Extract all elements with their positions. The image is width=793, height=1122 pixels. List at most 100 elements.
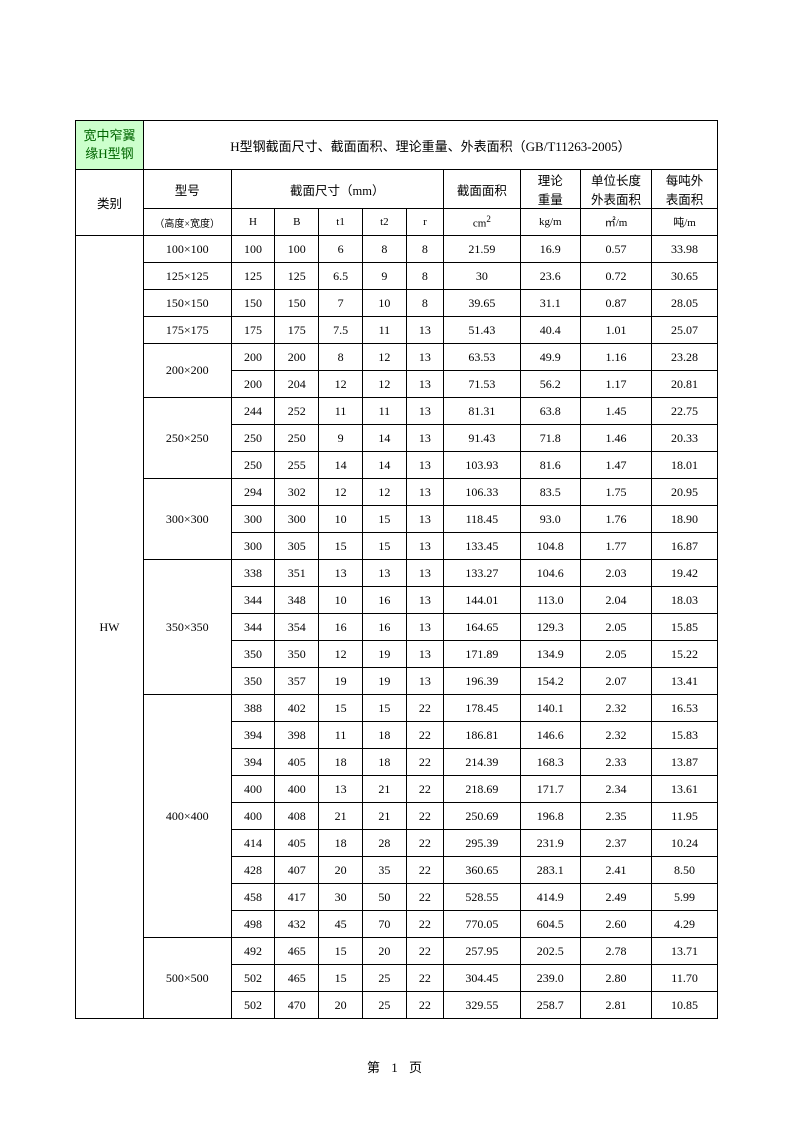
data-cell: 13.61 (652, 776, 718, 803)
data-cell: 11 (319, 722, 363, 749)
data-cell: 398 (275, 722, 319, 749)
data-cell: 19.42 (652, 560, 718, 587)
hdr-kgm: kg/m (520, 209, 580, 236)
data-cell: 30 (319, 884, 363, 911)
data-cell: 22.75 (652, 398, 718, 425)
data-cell: 4.29 (652, 911, 718, 938)
hdr-m2m: ㎡/m (580, 209, 651, 236)
data-cell: 250 (231, 425, 275, 452)
data-cell: 528.55 (444, 884, 521, 911)
data-cell: 63.8 (520, 398, 580, 425)
data-cell: 388 (231, 695, 275, 722)
data-cell: 140.1 (520, 695, 580, 722)
data-cell: 414.9 (520, 884, 580, 911)
data-cell: 15.85 (652, 614, 718, 641)
data-cell: 351 (275, 560, 319, 587)
data-cell: 257.95 (444, 938, 521, 965)
data-cell: 21 (362, 803, 406, 830)
data-cell: 13.41 (652, 668, 718, 695)
data-cell: 350 (231, 668, 275, 695)
data-cell: 350 (231, 641, 275, 668)
data-cell: 104.8 (520, 533, 580, 560)
hdr-r: r (406, 209, 443, 236)
data-cell: 13 (406, 452, 443, 479)
data-cell: 0.87 (580, 290, 651, 317)
data-cell: 13 (406, 641, 443, 668)
data-cell: 20 (319, 857, 363, 884)
data-cell: 125 (275, 263, 319, 290)
hdr-cm2: cm2 (444, 209, 521, 236)
data-cell: 19 (362, 641, 406, 668)
data-cell: 13 (406, 371, 443, 398)
data-cell: 22 (406, 695, 443, 722)
data-cell: 14 (319, 452, 363, 479)
data-cell: 20.81 (652, 371, 718, 398)
hdr-B: B (275, 209, 319, 236)
data-cell: 13 (406, 479, 443, 506)
data-cell: 13 (406, 425, 443, 452)
data-cell: 7.5 (319, 317, 363, 344)
data-cell: 25 (362, 992, 406, 1019)
data-cell: 106.33 (444, 479, 521, 506)
data-cell: 2.04 (580, 587, 651, 614)
data-cell: 11 (362, 398, 406, 425)
hdr-H: H (231, 209, 275, 236)
data-cell: 10.85 (652, 992, 718, 1019)
data-cell: 13 (406, 506, 443, 533)
data-cell: 15 (362, 695, 406, 722)
data-cell: 8.50 (652, 857, 718, 884)
data-cell: 13 (406, 344, 443, 371)
steel-spec-table: 宽中窄翼缘H型钢H型钢截面尺寸、截面面积、理论重量、外表面积（GB/T11263… (75, 120, 718, 1019)
data-cell: 18 (362, 722, 406, 749)
data-cell: 502 (231, 992, 275, 1019)
data-cell: 250.69 (444, 803, 521, 830)
data-cell: 407 (275, 857, 319, 884)
data-cell: 13 (319, 776, 363, 803)
data-cell: 11.95 (652, 803, 718, 830)
page-footer: 第 1 页 (75, 1057, 718, 1076)
data-cell: 19 (362, 668, 406, 695)
data-cell: 18.03 (652, 587, 718, 614)
data-cell: 6 (319, 236, 363, 263)
data-cell: 350 (275, 641, 319, 668)
data-cell: 13.87 (652, 749, 718, 776)
data-cell: 133.27 (444, 560, 521, 587)
data-cell: 394 (231, 749, 275, 776)
data-cell: 10.24 (652, 830, 718, 857)
data-cell: 11.70 (652, 965, 718, 992)
data-cell: 329.55 (444, 992, 521, 1019)
data-cell: 417 (275, 884, 319, 911)
data-cell: 1.45 (580, 398, 651, 425)
data-cell: 16.53 (652, 695, 718, 722)
data-cell: 50 (362, 884, 406, 911)
data-cell: 70 (362, 911, 406, 938)
data-cell: 458 (231, 884, 275, 911)
hdr-t2: t2 (362, 209, 406, 236)
data-cell: 250 (275, 425, 319, 452)
data-cell: 204 (275, 371, 319, 398)
data-cell: 18 (319, 830, 363, 857)
data-cell: 354 (275, 614, 319, 641)
hdr-unit-surface: 单位长度外表面积 (580, 170, 651, 209)
data-cell: 218.69 (444, 776, 521, 803)
data-cell: 338 (231, 560, 275, 587)
data-cell: 71.8 (520, 425, 580, 452)
data-cell: 100 (275, 236, 319, 263)
data-cell: 129.3 (520, 614, 580, 641)
data-cell: 83.5 (520, 479, 580, 506)
data-cell: 200 (231, 371, 275, 398)
data-cell: 10 (319, 506, 363, 533)
data-cell: 2.49 (580, 884, 651, 911)
data-cell: 428 (231, 857, 275, 884)
data-cell: 13 (362, 560, 406, 587)
data-cell: 186.81 (444, 722, 521, 749)
data-cell: 13 (406, 668, 443, 695)
data-cell: 239.0 (520, 965, 580, 992)
data-cell: 15 (319, 965, 363, 992)
data-cell: 175 (275, 317, 319, 344)
data-cell: 25 (362, 965, 406, 992)
data-cell: 2.32 (580, 722, 651, 749)
data-cell: 400 (231, 776, 275, 803)
data-cell: 15.83 (652, 722, 718, 749)
table-title: H型钢截面尺寸、截面面积、理论重量、外表面积（GB/T11263-2005） (143, 121, 717, 170)
